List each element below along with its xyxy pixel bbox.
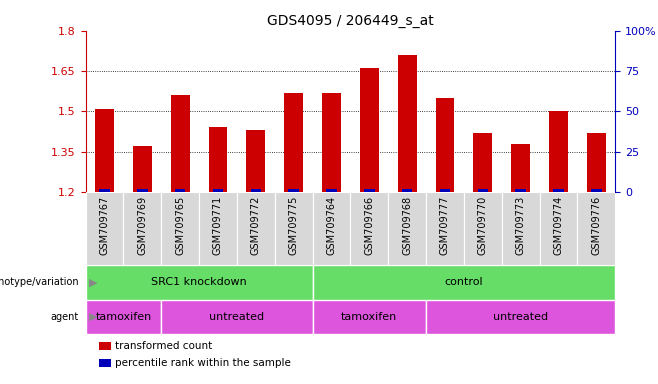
Text: GSM709777: GSM709777 — [440, 196, 450, 255]
Bar — [175, 189, 186, 192]
Bar — [478, 189, 488, 192]
Text: control: control — [445, 277, 483, 287]
Bar — [464, 192, 501, 265]
Bar — [397, 55, 417, 192]
Text: GSM709775: GSM709775 — [289, 196, 299, 255]
Bar — [364, 189, 374, 192]
Bar — [426, 300, 615, 334]
Text: tamoxifen: tamoxifen — [342, 312, 397, 322]
Bar — [326, 189, 337, 192]
Text: ▶: ▶ — [89, 312, 97, 322]
Bar — [322, 93, 341, 192]
Bar — [161, 192, 199, 265]
Bar — [313, 265, 615, 300]
Text: transformed count: transformed count — [115, 341, 213, 351]
Bar — [170, 95, 190, 192]
Bar — [133, 146, 152, 192]
Text: percentile rank within the sample: percentile rank within the sample — [115, 358, 291, 368]
Bar — [313, 192, 350, 265]
Text: GSM709772: GSM709772 — [251, 196, 261, 255]
Bar — [251, 189, 261, 192]
Bar — [511, 144, 530, 192]
Text: GSM709774: GSM709774 — [553, 196, 563, 255]
Bar — [99, 189, 110, 192]
Text: GSM709773: GSM709773 — [516, 196, 526, 255]
Bar — [86, 300, 161, 334]
Bar — [578, 192, 615, 265]
Bar — [591, 189, 601, 192]
Bar — [209, 127, 228, 192]
Bar — [515, 189, 526, 192]
Bar — [237, 192, 275, 265]
Bar — [426, 192, 464, 265]
Text: untreated: untreated — [209, 312, 265, 322]
Bar — [350, 192, 388, 265]
Text: SRC1 knockdown: SRC1 knockdown — [151, 277, 247, 287]
Bar — [440, 189, 450, 192]
Text: untreated: untreated — [493, 312, 548, 322]
Bar — [360, 68, 379, 192]
Bar — [587, 133, 606, 192]
Text: GSM709766: GSM709766 — [365, 196, 374, 255]
Bar — [213, 189, 223, 192]
Text: GSM709765: GSM709765 — [175, 196, 185, 255]
Text: tamoxifen: tamoxifen — [95, 312, 151, 322]
Bar — [313, 300, 426, 334]
Bar — [161, 300, 313, 334]
Text: agent: agent — [51, 312, 79, 322]
Bar — [284, 93, 303, 192]
Bar — [473, 133, 492, 192]
Bar — [124, 192, 161, 265]
Bar — [502, 192, 540, 265]
Text: ▶: ▶ — [89, 277, 97, 287]
Bar — [95, 109, 114, 192]
Text: genotype/variation: genotype/variation — [0, 277, 79, 287]
Bar — [275, 192, 313, 265]
Text: GSM709767: GSM709767 — [99, 196, 109, 255]
Bar — [86, 192, 124, 265]
Bar — [553, 189, 564, 192]
Bar — [549, 111, 568, 192]
Text: GSM709764: GSM709764 — [326, 196, 336, 255]
Bar — [436, 98, 455, 192]
Bar — [199, 192, 237, 265]
Text: GSM709776: GSM709776 — [592, 196, 601, 255]
Text: GSM709769: GSM709769 — [138, 196, 147, 255]
Text: GSM709771: GSM709771 — [213, 196, 223, 255]
Bar — [137, 189, 147, 192]
Text: GSM709770: GSM709770 — [478, 196, 488, 255]
Bar — [86, 265, 313, 300]
Bar — [388, 192, 426, 265]
Bar — [246, 130, 265, 192]
Bar — [288, 189, 299, 192]
Bar — [540, 192, 578, 265]
Text: GSM709768: GSM709768 — [402, 196, 412, 255]
Bar — [402, 189, 413, 192]
Title: GDS4095 / 206449_s_at: GDS4095 / 206449_s_at — [267, 14, 434, 28]
